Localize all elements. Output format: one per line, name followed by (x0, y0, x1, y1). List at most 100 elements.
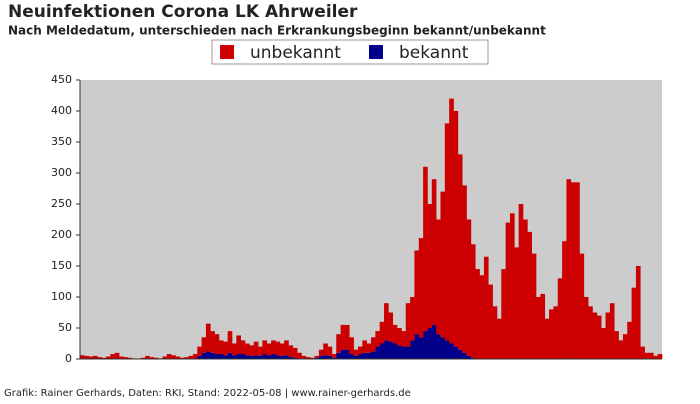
bar-segment (627, 321, 632, 359)
y-tick-label: 300 (51, 166, 72, 179)
bar-segment (171, 355, 176, 359)
bar-segment (266, 343, 272, 356)
bar-segment (440, 191, 446, 338)
bar-segment (305, 357, 311, 359)
bar-segment (314, 355, 320, 358)
bar-segment (101, 357, 107, 359)
bar-segment (310, 357, 315, 359)
bar-segment (145, 355, 150, 359)
bar-segment (162, 356, 168, 359)
bar-segment (149, 357, 155, 359)
bar-segment (427, 204, 433, 328)
bar-segment (318, 355, 324, 359)
bar-segment (648, 352, 654, 359)
y-tick-label: 50 (58, 321, 72, 334)
bar-segment (240, 340, 246, 355)
bar-segment (336, 352, 341, 359)
bar-segment (523, 219, 528, 359)
bar-segment (410, 340, 415, 359)
bar-segment (483, 256, 489, 359)
bar-segment (466, 219, 472, 356)
bar-segment (371, 337, 376, 352)
bar-segment (588, 306, 593, 359)
bar-segment (375, 331, 380, 347)
bar-segment (614, 331, 619, 359)
bar-segment (240, 354, 246, 359)
bar-segment (349, 354, 354, 359)
bar-segment (258, 346, 263, 356)
bar-segment (331, 357, 337, 359)
bar-segment (401, 331, 407, 347)
bar-segment (392, 343, 398, 359)
bar-segment (505, 222, 511, 359)
bar-segment (644, 352, 650, 359)
bar-segment (119, 356, 124, 359)
bar-segment (583, 297, 589, 359)
bar-segment (323, 343, 328, 356)
bar-segment (127, 357, 133, 359)
bar-segment (123, 357, 129, 359)
bar-segment (245, 355, 250, 359)
bar-segment (279, 343, 285, 356)
bar-segment (245, 343, 250, 356)
y-tick-label: 350 (51, 135, 72, 148)
bar-segment (401, 346, 407, 359)
bar-segment (288, 357, 294, 359)
bar-segment (218, 340, 224, 355)
bar-segment (635, 266, 641, 359)
bar-segment (210, 331, 215, 353)
bar-segment (414, 250, 420, 335)
bar-segment (575, 182, 580, 359)
bar-segment (388, 341, 394, 359)
bar-segment (218, 354, 224, 359)
bar-segment (97, 357, 103, 359)
bar-segment (184, 357, 189, 359)
bar-segment (618, 340, 624, 359)
bar-segment (253, 355, 259, 359)
bar-segment (227, 331, 233, 353)
bar-segment (640, 346, 645, 359)
bar-segment (553, 306, 559, 359)
bar-segment (418, 337, 424, 359)
bar-segment (392, 324, 398, 344)
bar-segment (536, 297, 541, 359)
bar-segment (318, 349, 324, 356)
bar-segment (557, 278, 563, 359)
bar-segment (88, 356, 94, 359)
bar-segment (262, 354, 268, 359)
chart-subtitle: Nach Meldedatum, unterschieden nach Erkr… (8, 24, 546, 38)
bar-segment (462, 185, 467, 353)
bar-segment (344, 349, 350, 359)
bar-segment (592, 312, 598, 359)
bar-segment (114, 352, 120, 359)
bar-segment (205, 323, 211, 352)
bar-segment (253, 341, 259, 356)
y-tick-label: 150 (51, 259, 72, 272)
bar-segment (110, 354, 116, 359)
bar-segment (197, 355, 202, 359)
bar-segment (379, 321, 385, 344)
bar-segment (431, 324, 437, 359)
bar-segment (258, 355, 263, 359)
bar-segment (314, 357, 320, 359)
bar-segment (605, 312, 611, 359)
bar-segment (601, 328, 606, 359)
bar-segment (140, 357, 146, 359)
bar-segment (423, 166, 428, 332)
bar-segment (288, 345, 294, 358)
bar-segment (366, 352, 372, 359)
bar-segment (236, 335, 242, 355)
bar-segment (622, 334, 628, 359)
footer: Grafik: Rainer Gerhards, Daten: RKI, Sta… (4, 388, 411, 399)
legend-label: bekannt (399, 43, 469, 63)
bar-segment (475, 269, 480, 359)
y-tick-label: 250 (51, 197, 72, 210)
bar-segment (279, 355, 285, 359)
bar-segment (357, 354, 363, 359)
bar-segment (210, 352, 215, 359)
bar-segment (327, 346, 333, 356)
legend-box (211, 39, 489, 65)
bar-segment (657, 354, 663, 359)
bar-segment (566, 179, 572, 359)
